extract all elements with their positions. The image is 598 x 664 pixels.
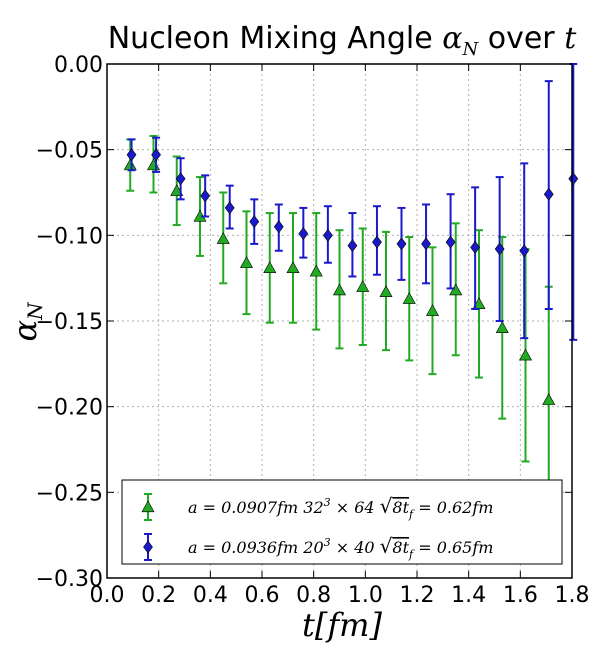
x-axis-label-text: t[fm] <box>302 606 383 644</box>
y-tick-label: −0.05 <box>36 139 103 164</box>
data-point <box>542 393 556 405</box>
x-axis-label: t[fm] <box>302 606 383 644</box>
data-point <box>356 280 370 292</box>
data-point <box>298 227 309 241</box>
axis-ticks: 0.0 0.2 0.4 0.6 0.8 1.0 1.2 1.4 1.6 1.8 0.00 −0.05 −… <box>36 53 590 608</box>
data-point <box>372 235 382 249</box>
data-point <box>323 228 333 242</box>
legend-entry-1: a = 0.0907fm 323 × 64 √8tf = 0.62fm <box>141 493 493 521</box>
data-point <box>263 261 277 273</box>
data-point <box>216 232 230 244</box>
y-axis-label: αN <box>6 301 47 342</box>
y-tick-label: −0.25 <box>36 481 103 506</box>
data-point <box>421 237 431 251</box>
y-tick-label: −0.15 <box>36 310 103 335</box>
data-point <box>273 220 284 234</box>
chart-title-text: Nucleon Mixing Angle αN over t <box>108 21 577 60</box>
x-tick-label: 0.6 <box>245 583 280 608</box>
data-point <box>494 242 505 256</box>
legend-box <box>121 479 563 565</box>
data-point <box>425 304 440 316</box>
legend-label: a = 0.0907fm 323 × 64 √8tf = 0.62fm <box>188 494 493 521</box>
y-tick-label: 0.00 <box>54 53 103 78</box>
y-tick-label: −0.20 <box>36 396 103 421</box>
y-tick-label: −0.10 <box>36 224 103 249</box>
legend-marker <box>141 500 155 513</box>
data-point <box>249 215 260 229</box>
x-tick-label: 0.4 <box>193 583 228 608</box>
data-point <box>347 239 358 253</box>
data-point <box>200 189 211 203</box>
data-point <box>224 201 235 215</box>
plot-series <box>123 63 579 511</box>
data-point <box>151 148 161 162</box>
legend-entry-2: a = 0.0936fm 203 × 40 √8tf = 0.65fm <box>143 533 493 561</box>
data-point <box>402 292 416 304</box>
y-tick-label: −0.30 <box>36 567 103 592</box>
legend-label: a = 0.0936fm 203 × 40 √8tf = 0.65fm <box>188 534 493 561</box>
x-tick-label: 1.2 <box>400 583 435 608</box>
x-tick-label: 1.6 <box>503 583 538 608</box>
data-point <box>519 244 530 258</box>
series-1 <box>123 134 556 511</box>
data-point <box>518 348 533 361</box>
x-tick-label: 1.0 <box>348 583 383 608</box>
data-point <box>495 321 509 333</box>
data-point <box>449 283 463 296</box>
data-point <box>239 256 254 268</box>
series-2 <box>126 63 579 341</box>
data-point <box>445 235 456 249</box>
data-point <box>309 264 323 277</box>
data-point <box>123 158 137 171</box>
data-point <box>126 148 137 162</box>
x-tick-label: 1.4 <box>451 583 486 608</box>
x-tick-label: 0.0 <box>90 583 125 608</box>
chart-title: Nucleon Mixing Angle αN over t <box>108 21 577 60</box>
x-tick-label: 1.8 <box>555 583 590 608</box>
data-point <box>543 187 554 201</box>
legend-marker <box>143 540 153 554</box>
data-point <box>175 172 186 186</box>
data-point <box>146 158 161 171</box>
data-point <box>568 172 579 186</box>
legend: a = 0.0907fm 323 × 64 √8tf = 0.62fm a = 0… <box>121 479 563 565</box>
data-point <box>396 237 407 251</box>
data-point <box>332 283 347 296</box>
data-point <box>286 261 300 273</box>
x-tick-label: 0.2 <box>141 583 176 608</box>
x-tick-label: 0.8 <box>296 583 331 608</box>
data-point <box>470 240 480 254</box>
data-point <box>379 285 393 297</box>
y-axis-label-text: αN <box>6 301 47 342</box>
